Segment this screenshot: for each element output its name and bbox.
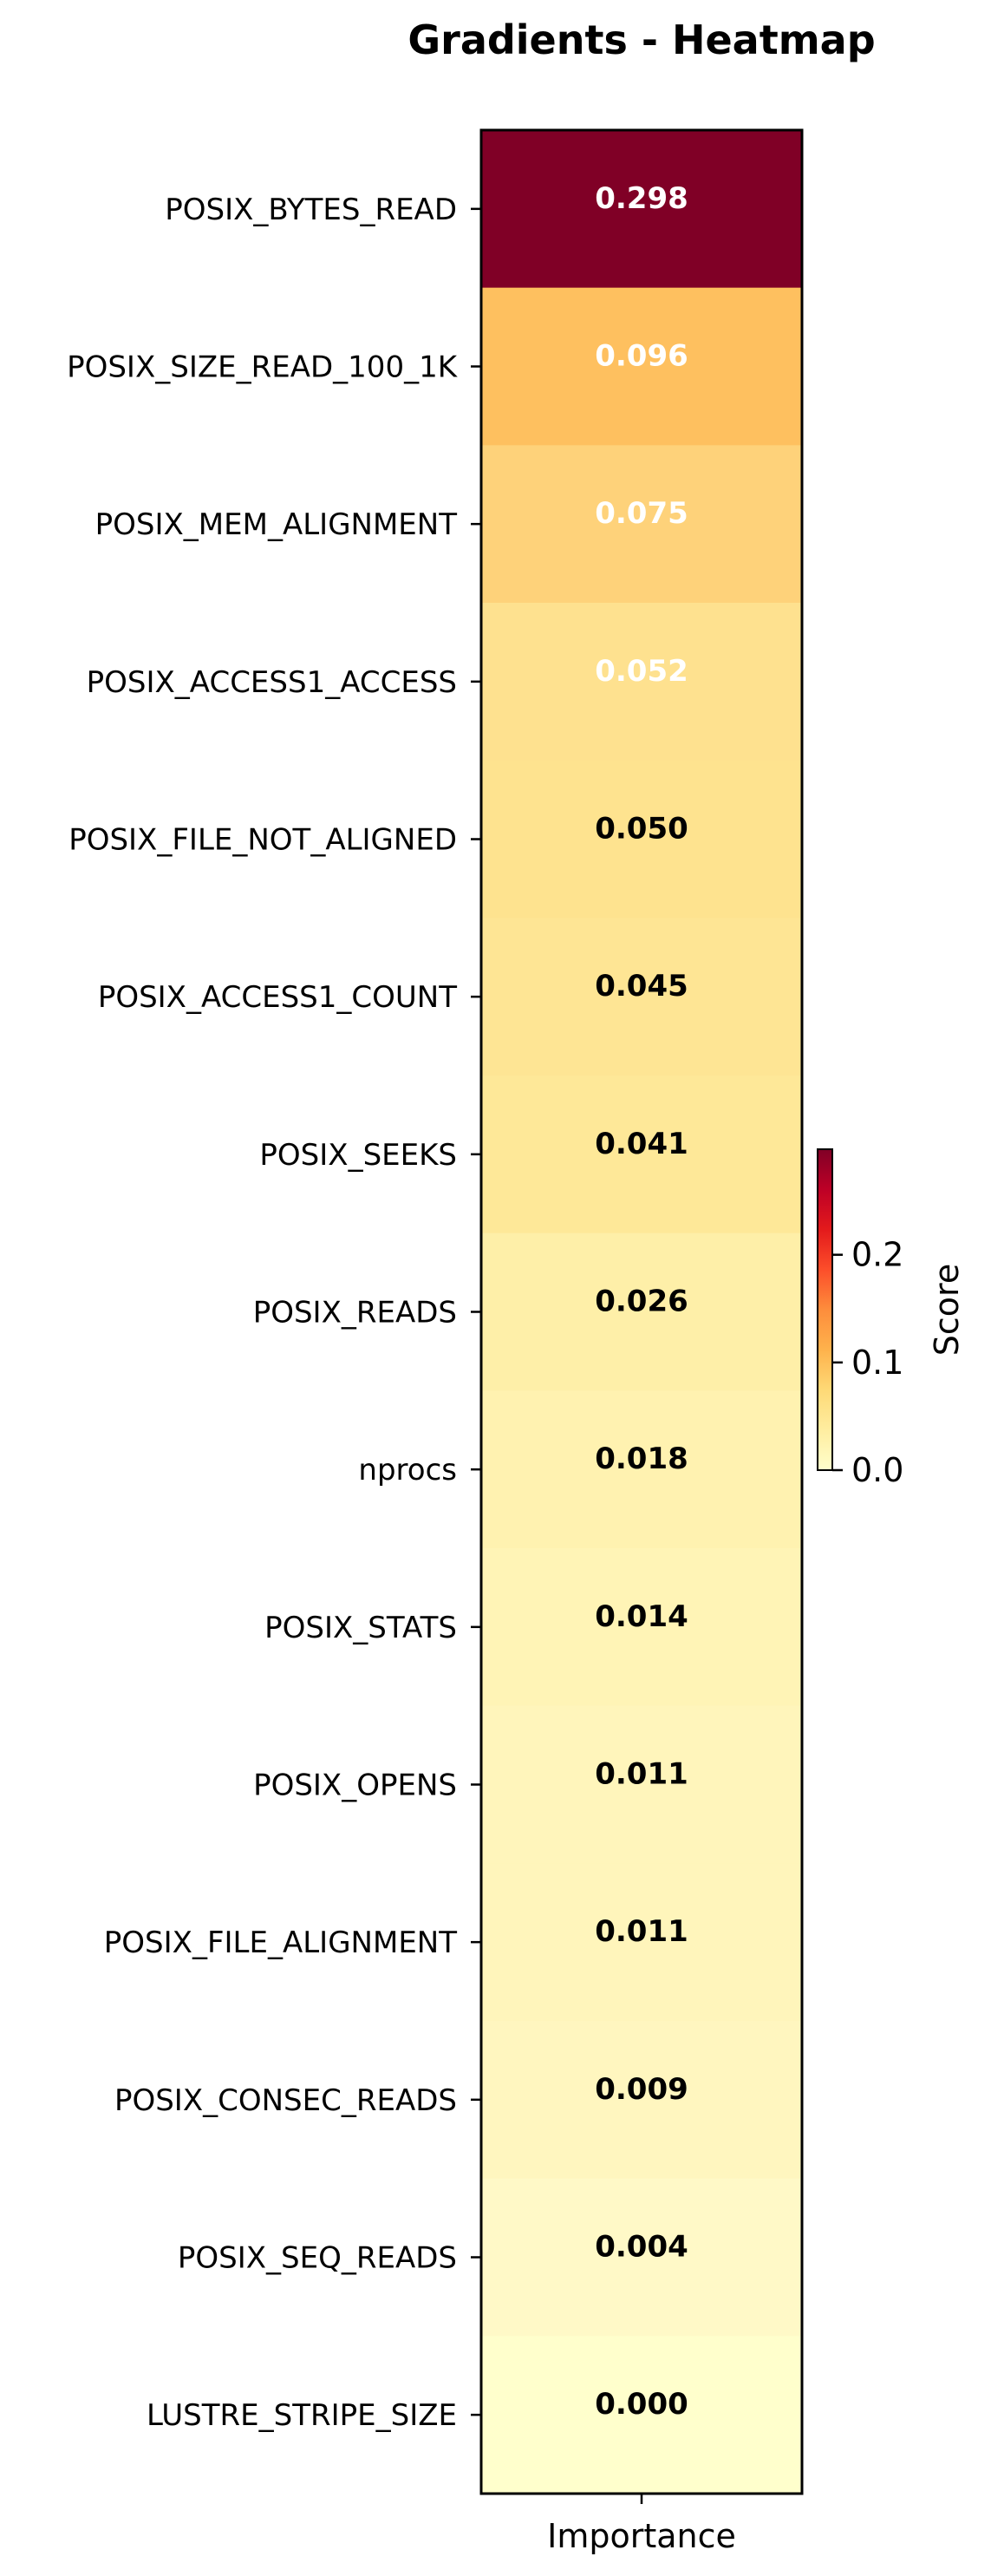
heatmap-cell-posix-seq-reads (481, 2178, 802, 2337)
y-label-posix-access1-count: POSIX_ACCESS1_COUNT (98, 980, 457, 1015)
y-label-posix-access1-access: POSIX_ACCESS1_ACCESS (87, 665, 457, 700)
y-label-posix-file-not-aligned: POSIX_FILE_NOT_ALIGNED (68, 823, 457, 858)
heatmap-cell-posix-consec-reads (481, 2021, 802, 2180)
cell-value-posix-consec-reads: 0.009 (595, 2072, 688, 2107)
cell-value-posix-access1-access: 0.052 (595, 654, 688, 689)
y-label-posix-consec-reads: POSIX_CONSEC_READS (114, 2083, 457, 2118)
y-label-posix-bytes-read: POSIX_BYTES_READ (165, 193, 457, 227)
heatmap-cell-posix-seeks (481, 1076, 802, 1234)
heatmap-cell-posix-file-alignment (481, 1863, 802, 2022)
colorbar: 0.0 0.1 0.2 Score (817, 1148, 966, 1489)
cell-value-posix-access1-count: 0.045 (595, 969, 688, 1004)
cell-value-posix-file-alignment: 0.011 (595, 1914, 688, 1949)
colorbar-tick-label-0-0: 0.0 (851, 1451, 903, 1489)
y-label-posix-seeks: POSIX_SEEKS (259, 1138, 457, 1173)
y-axis-ticks (471, 207, 481, 2416)
y-axis-labels: POSIX_BYTES_READ POSIX_SIZE_READ_100_1K PO… (67, 193, 459, 2433)
heatmap-cell-posix-reads (481, 1232, 802, 1391)
heatmap-cell-posix-access1-access (481, 603, 802, 762)
heatmap-cell-posix-stats (481, 1548, 802, 1707)
cell-value-posix-file-not-aligned: 0.050 (595, 812, 688, 847)
cell-value-posix-seq-reads: 0.004 (595, 2230, 688, 2265)
chart-title: Gradients - Heatmap (407, 16, 875, 63)
heatmap-cell-lustre-stripe-size (481, 2336, 802, 2494)
heatmap-cells (481, 130, 802, 2494)
heatmap-cell-posix-mem-alignment (481, 445, 802, 604)
cell-value-labels: 0.298 0.096 0.075 0.052 0.050 0.045 0.041 0.026… (595, 181, 688, 2422)
heatmap-cell-posix-access1-count (481, 918, 802, 1076)
y-label-posix-mem-alignment: POSIX_MEM_ALIGNMENT (95, 507, 458, 542)
colorbar-gradient (817, 1148, 833, 1471)
y-label-posix-stats: POSIX_STATS (264, 1611, 457, 1645)
y-label-posix-seq-reads: POSIX_SEQ_READS (178, 2241, 457, 2276)
y-label-posix-size-read-100-1k: POSIX_SIZE_READ_100_1K (67, 350, 459, 385)
cell-value-lustre-stripe-size: 0.000 (595, 2387, 688, 2422)
y-label-posix-reads: POSIX_READS (253, 1296, 457, 1330)
y-label-posix-opens: POSIX_OPENS (253, 1769, 457, 1803)
cell-value-posix-stats: 0.014 (595, 1599, 688, 1634)
colorbar-label: Score (928, 1264, 966, 1356)
x-axis-label-importance: Importance (547, 2517, 736, 2555)
heatmap-cell-posix-file-not-aligned (481, 760, 802, 919)
y-label-lustre-stripe-size: LUSTRE_STRIPE_SIZE (147, 2398, 457, 2433)
cell-value-posix-seeks: 0.041 (595, 1127, 688, 1161)
cell-value-posix-bytes-read: 0.298 (595, 181, 688, 216)
cell-value-posix-size-read-100-1k: 0.096 (595, 339, 688, 374)
heatmap-cell-posix-opens (481, 1705, 802, 1864)
colorbar-tick-label-0-1: 0.1 (851, 1344, 903, 1382)
y-label-posix-file-alignment: POSIX_FILE_ALIGNMENT (104, 1925, 457, 1960)
cell-value-nprocs: 0.018 (595, 1442, 688, 1476)
colorbar-ticks: 0.0 0.1 0.2 (832, 1236, 903, 1489)
colorbar-tick-label-0-2: 0.2 (851, 1236, 903, 1274)
cell-value-posix-mem-alignment: 0.075 (595, 496, 688, 531)
cell-value-posix-reads: 0.026 (595, 1285, 688, 1319)
heatmap-cell-posix-size-read-100-1k (481, 287, 802, 446)
heatmap-cell-nprocs (481, 1390, 802, 1549)
y-label-nprocs: nprocs (358, 1453, 457, 1487)
heatmap-cell-posix-bytes-read (481, 130, 802, 289)
cell-value-posix-opens: 0.011 (595, 1757, 688, 1792)
